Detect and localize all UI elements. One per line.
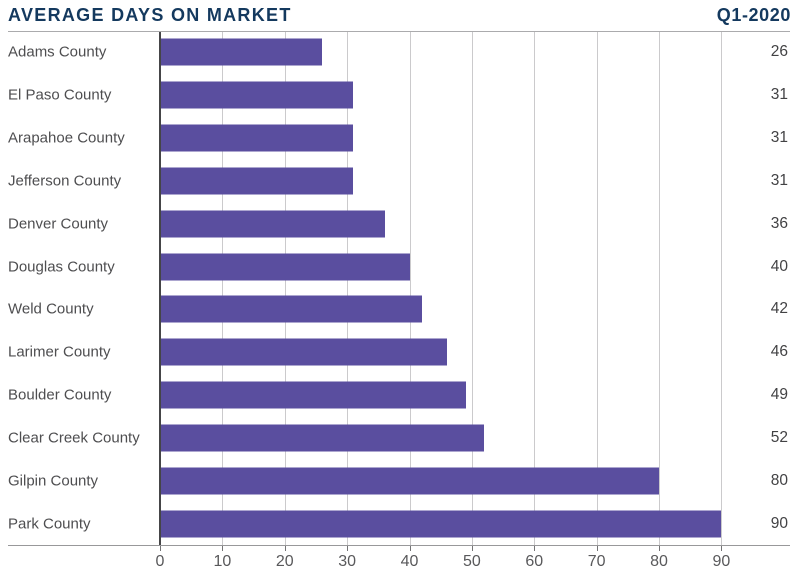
gridline <box>222 31 224 545</box>
category-label: Gilpin County <box>8 472 99 490</box>
x-tick-mark <box>659 546 660 551</box>
value-label: 36 <box>770 214 788 232</box>
x-tick-label: 50 <box>462 553 481 570</box>
value-label: 40 <box>770 257 788 275</box>
gridline <box>347 31 349 545</box>
value-label: 90 <box>770 514 788 532</box>
zero-gridline <box>159 31 161 545</box>
value-label: 31 <box>770 129 788 147</box>
category-label: Douglas County <box>8 258 115 276</box>
x-tick-mark <box>721 546 723 551</box>
gridline <box>471 31 473 545</box>
x-tick-label: 40 <box>400 553 419 570</box>
x-tick-mark <box>409 546 411 551</box>
category-label: Jefferson County <box>8 172 122 190</box>
value-label: 42 <box>770 300 788 318</box>
value-label: 31 <box>770 171 788 189</box>
category-label: Larimer County <box>8 343 111 361</box>
x-tick-label: 30 <box>338 553 357 570</box>
bar <box>161 253 410 281</box>
gridline <box>409 31 411 545</box>
x-tick-label: 10 <box>213 553 232 570</box>
x-tick-mark <box>284 546 286 551</box>
category-label: Denver County <box>8 215 109 233</box>
chart-title: AVERAGE DAYS ON MARKET <box>8 5 292 25</box>
category-label: Clear Creek County <box>8 429 140 447</box>
value-label: 80 <box>770 471 788 489</box>
gridline <box>534 31 536 545</box>
bar <box>161 295 422 323</box>
bar <box>161 38 323 66</box>
x-tick-mark <box>534 546 536 551</box>
value-label: 26 <box>770 43 788 61</box>
category-label: Weld County <box>8 300 94 318</box>
category-label: Boulder County <box>8 386 112 404</box>
bar <box>161 467 659 495</box>
category-label: El Paso County <box>8 86 112 104</box>
bar <box>161 381 466 409</box>
gridline <box>596 31 598 545</box>
bar <box>161 338 447 366</box>
x-axis-line <box>8 545 790 546</box>
gridline <box>721 31 723 545</box>
x-tick-mark <box>596 546 598 551</box>
x-tick-mark <box>222 546 224 551</box>
value-label: 31 <box>770 86 788 104</box>
x-tick-label: 90 <box>712 553 731 570</box>
bar <box>161 167 354 195</box>
x-tick-label: 70 <box>587 553 606 570</box>
bar <box>161 424 485 452</box>
x-tick-label: 0 <box>155 553 165 570</box>
x-tick-label: 60 <box>525 553 544 570</box>
gridline <box>659 31 660 545</box>
category-label: Adams County <box>8 43 107 61</box>
x-tick-label: 80 <box>650 553 668 570</box>
category-label: Arapahoe County <box>8 129 125 147</box>
bar <box>161 81 354 109</box>
x-tick-mark <box>160 546 161 551</box>
category-label: Park County <box>8 515 91 533</box>
bar <box>161 510 722 538</box>
chart-period-label: Q1-2020 <box>716 5 791 25</box>
x-tick-mark <box>347 546 349 551</box>
x-tick-label: 20 <box>275 553 294 570</box>
bar <box>161 210 385 238</box>
plot-top-border <box>8 31 790 32</box>
value-label: 46 <box>770 343 788 361</box>
bar <box>161 124 354 152</box>
value-label: 52 <box>770 428 788 446</box>
gridline <box>284 31 286 545</box>
x-tick-mark <box>471 546 473 551</box>
value-label: 49 <box>770 386 788 404</box>
